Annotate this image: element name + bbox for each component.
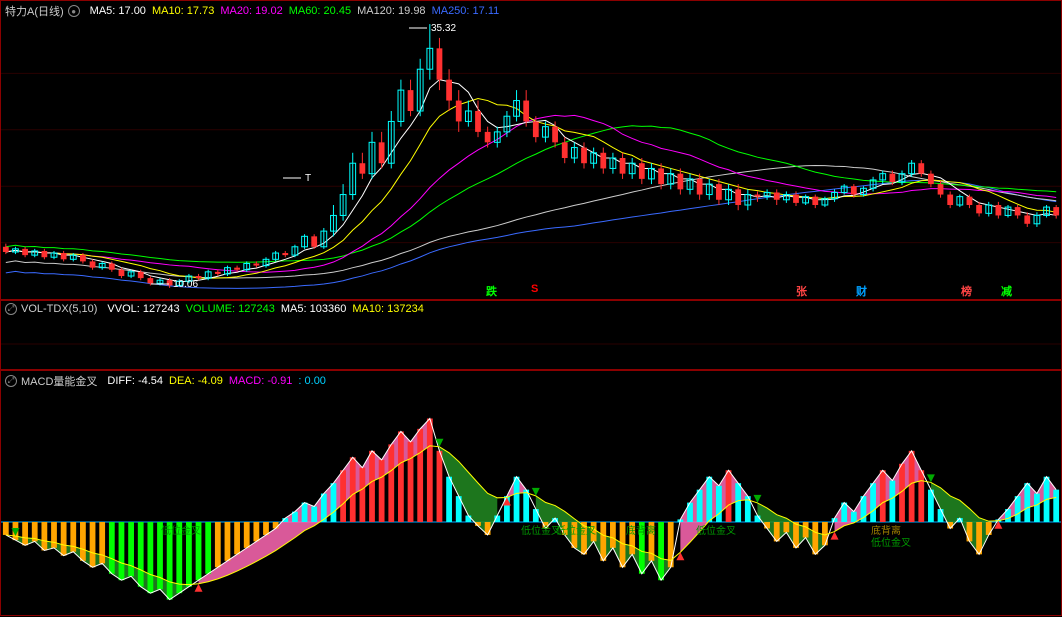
event-marker[interactable]: 榜 [961,283,972,299]
macd-header: ⤢ MACD量能金叉 DIFF: -4.54 DEA: -4.09 MACD: -0… [1,371,1061,391]
price-markers: 跌S张财榜减 [1,283,1061,297]
volume-chart[interactable] [1,317,1061,371]
stock-title: 特力A(日线) [5,3,64,19]
event-marker[interactable]: 跌 [486,283,497,299]
indicator-value: VOLUME: 127243 [186,303,275,315]
volume-header: ⤢ VOL-TDX(5,10) VVOL: 127243 VOLUME: 1272… [1,301,1061,317]
svg-text:低位金叉: 低位金叉 [161,524,201,537]
indicator-value: DEA: -4.09 [169,375,223,387]
price-panel: 特力A(日线) ● MA5: 17.00 MA10: 17.73 MA20: 19.… [0,0,1062,300]
volume-panel: ⤢ VOL-TDX(5,10) VVOL: 127243 VOLUME: 1272… [0,300,1062,370]
indicator-value: DIFF: -4.54 [107,375,163,387]
event-marker[interactable]: 财 [856,283,867,299]
svg-text:低位金叉: 低位金叉 [521,524,561,537]
volume-title: VOL-TDX(5,10) [21,303,97,315]
indicator-value: MA10: 137234 [352,303,424,315]
price-chart[interactable]: 35.3210.06T [1,1,1061,301]
price-header: 特力A(日线) ● MA5: 17.00 MA10: 17.73 MA20: 19.… [1,1,1061,21]
indicator-value: VVOL: 127243 [107,303,179,315]
indicator-value: MACD: -0.91 [229,375,293,387]
svg-text:低位金叉: 低位金叉 [871,536,911,549]
svg-text:35.32: 35.32 [431,23,456,34]
indicator-value: MA60: 20.45 [289,5,351,17]
svg-text:低位金叉: 低位金叉 [556,524,596,537]
svg-text:底背离: 底背离 [871,524,901,537]
macd-panel: ⤢ MACD量能金叉 DIFF: -4.54 DEA: -4.09 MACD: -0… [0,370,1062,616]
svg-text:底背离: 底背离 [626,524,656,537]
event-marker[interactable]: 张 [796,283,807,299]
svg-text:低位金叉: 低位金叉 [696,524,736,537]
event-marker[interactable]: S [531,283,538,295]
expand-icon[interactable]: ⤢ [5,375,17,387]
expand-icon[interactable]: ⤢ [5,303,17,315]
event-marker[interactable]: 减 [1001,283,1012,299]
macd-title: MACD量能金叉 [21,373,97,389]
indicator-value: MA5: 17.00 [90,5,146,17]
gear-icon[interactable]: ● [68,5,80,17]
svg-text:T: T [305,173,311,184]
indicator-value: : 0.00 [298,375,326,387]
indicator-value: MA20: 19.02 [220,5,282,17]
indicator-value: MA10: 17.73 [152,5,214,17]
indicator-value: MA5: 103360 [281,303,346,315]
macd-chart[interactable]: 低位金叉低位金叉低位金叉底背离低位金叉底背离低位金叉 [1,387,1061,617]
indicator-value: MA120: 19.98 [357,5,426,17]
indicator-value: MA250: 17.11 [432,5,500,17]
